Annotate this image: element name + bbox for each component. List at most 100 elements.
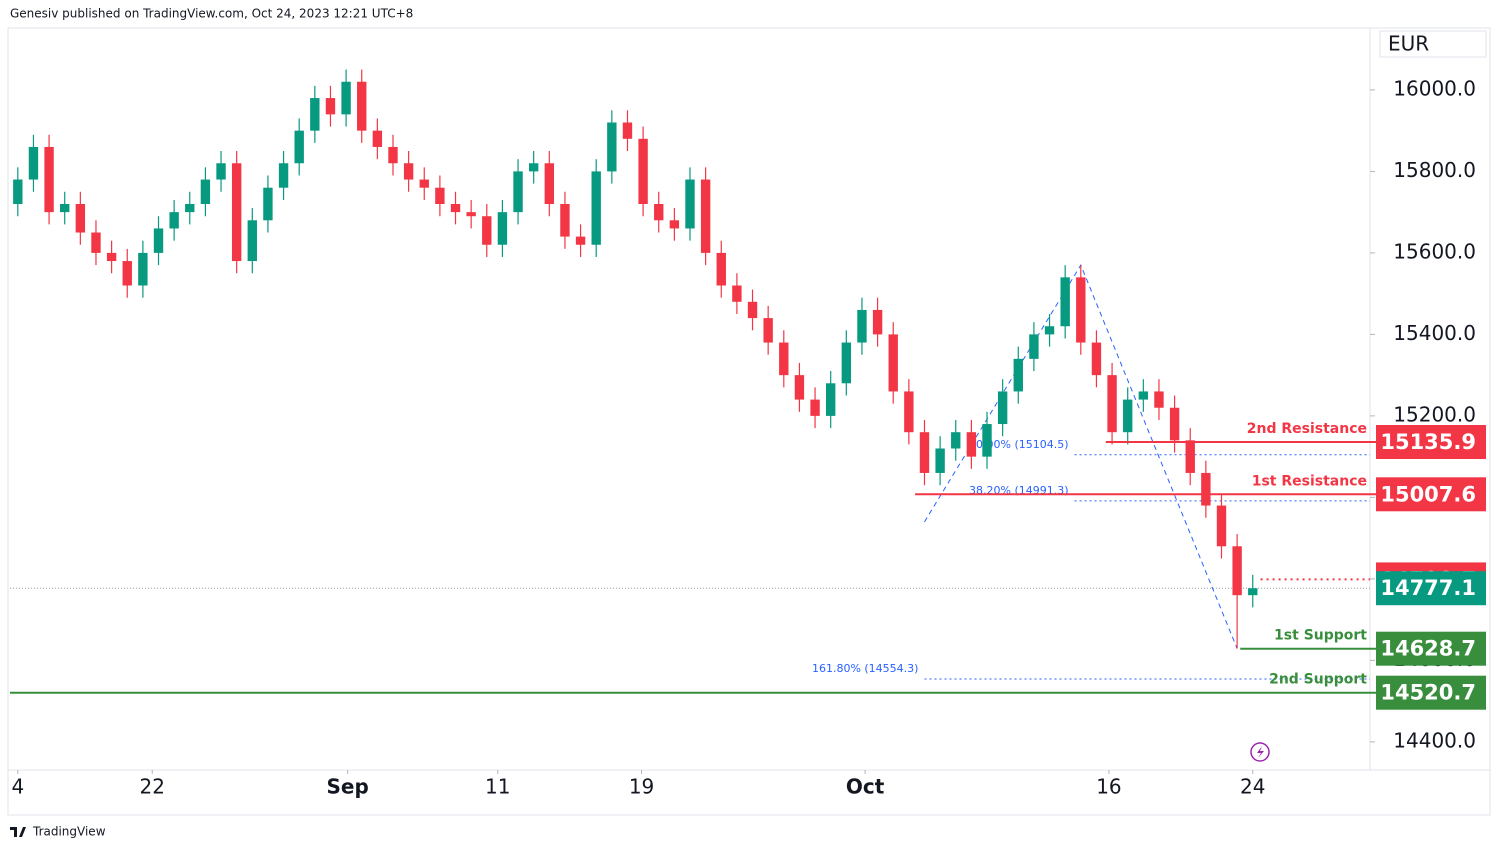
candle-body xyxy=(810,399,820,416)
candle-body xyxy=(966,432,977,457)
lightning-icon xyxy=(1250,742,1270,762)
x-tick-label: 22 xyxy=(140,775,165,799)
candle-body xyxy=(794,375,805,400)
candle-body xyxy=(247,220,257,262)
x-tick-label: 24 xyxy=(1240,775,1265,799)
candle-body xyxy=(638,138,648,204)
y-tick-label: 15800.0 xyxy=(1393,158,1476,182)
candle-body xyxy=(716,252,726,286)
candle-body xyxy=(1201,472,1211,506)
x-tick-label: 4 xyxy=(11,775,24,799)
candle-body xyxy=(1216,505,1227,547)
fib-label: 50.00% (15104.5) xyxy=(969,438,1069,451)
candle-body xyxy=(75,203,86,233)
candle-body xyxy=(28,146,39,180)
x-tick-label: 19 xyxy=(629,775,654,799)
candle-body xyxy=(419,179,429,188)
candle-body xyxy=(1029,334,1039,359)
footer: TradingView xyxy=(32,825,106,839)
candle-body xyxy=(1185,440,1195,473)
candle-body xyxy=(654,203,664,221)
candle-body xyxy=(200,179,211,204)
candle-body xyxy=(732,285,742,302)
candle-body xyxy=(341,81,351,115)
candle-body xyxy=(951,432,961,449)
y-tick-label: 15400.0 xyxy=(1393,321,1476,345)
candle-body xyxy=(294,130,304,164)
level-price-label: 15007.6 xyxy=(1380,482,1476,506)
candle-body xyxy=(357,81,367,131)
x-tick-label: 11 xyxy=(485,775,510,799)
candle-body xyxy=(591,171,601,245)
candle-body xyxy=(1076,277,1086,343)
candle-body xyxy=(435,187,445,204)
candle-body xyxy=(1107,375,1117,433)
level-price-box xyxy=(1376,675,1486,710)
y-tick-label: 16000.0 xyxy=(1393,76,1476,100)
level-price-label: 15135.9 xyxy=(1380,430,1476,454)
candle-body xyxy=(826,383,836,416)
candle-body xyxy=(403,163,414,180)
level-price-label: 14628.7 xyxy=(1380,637,1476,661)
candle-body xyxy=(1154,391,1164,408)
candle-body xyxy=(138,252,148,286)
candle-body xyxy=(982,424,992,457)
candle-body xyxy=(747,301,758,319)
x-tick-label: Sep xyxy=(327,775,369,799)
candle-body xyxy=(560,203,570,237)
last-price-label: 14777.1 xyxy=(1380,576,1476,600)
candle-body xyxy=(669,220,680,229)
level-price-box xyxy=(1376,477,1486,512)
candle-body xyxy=(466,212,476,217)
fib-label: 161.80% (14554.3) xyxy=(812,662,919,675)
candle-body xyxy=(310,98,320,131)
candle-body xyxy=(278,163,289,188)
candle-body xyxy=(1169,407,1180,441)
y-tick-label: 15200.0 xyxy=(1393,402,1476,426)
level-price-label: 14520.7 xyxy=(1380,681,1476,705)
candle-body xyxy=(1013,358,1023,392)
candle-body xyxy=(904,391,914,433)
candle-body xyxy=(575,236,586,245)
candle-body xyxy=(1138,391,1149,400)
candle-body xyxy=(91,232,101,253)
candle-body xyxy=(919,432,930,473)
candle-body xyxy=(1248,588,1258,596)
candle-body xyxy=(122,261,132,286)
candle-body xyxy=(888,334,898,392)
candle-body xyxy=(544,163,554,204)
candle-body xyxy=(1091,342,1102,376)
candle-body xyxy=(528,163,539,172)
candle-body xyxy=(482,216,492,245)
last-price-box xyxy=(1376,571,1486,606)
candle-body xyxy=(857,309,867,343)
candle-body xyxy=(325,98,336,115)
candle-body xyxy=(231,163,242,262)
candle-body xyxy=(60,203,70,213)
candle-body xyxy=(450,203,461,213)
candle-body xyxy=(997,391,1008,425)
level-name: 1st Resistance xyxy=(1252,473,1367,489)
publisher: Genesiv published on TradingView.com, Oc… xyxy=(10,7,413,21)
tv-logo: TradingView xyxy=(10,825,106,839)
candle-body xyxy=(388,146,398,164)
candle-body xyxy=(1060,277,1070,327)
level-name: 1st Support xyxy=(1274,628,1367,644)
level-name: 2nd Resistance xyxy=(1247,421,1367,437)
candle-body xyxy=(700,179,711,253)
candle-body xyxy=(763,318,773,343)
candle-body xyxy=(685,179,695,229)
candle-body xyxy=(169,212,179,229)
candle-body xyxy=(1123,399,1133,433)
candle-body xyxy=(106,252,117,262)
candle-body xyxy=(216,163,226,180)
candle-body xyxy=(841,342,852,384)
level-price-box xyxy=(1376,631,1486,666)
candle-body xyxy=(622,122,633,139)
x-tick-label: Oct xyxy=(846,775,885,799)
candle-body xyxy=(497,212,508,245)
candle-body xyxy=(263,187,273,221)
candle-body xyxy=(13,179,23,204)
x-tick-label: 16 xyxy=(1096,775,1121,799)
candle-body xyxy=(513,171,523,213)
